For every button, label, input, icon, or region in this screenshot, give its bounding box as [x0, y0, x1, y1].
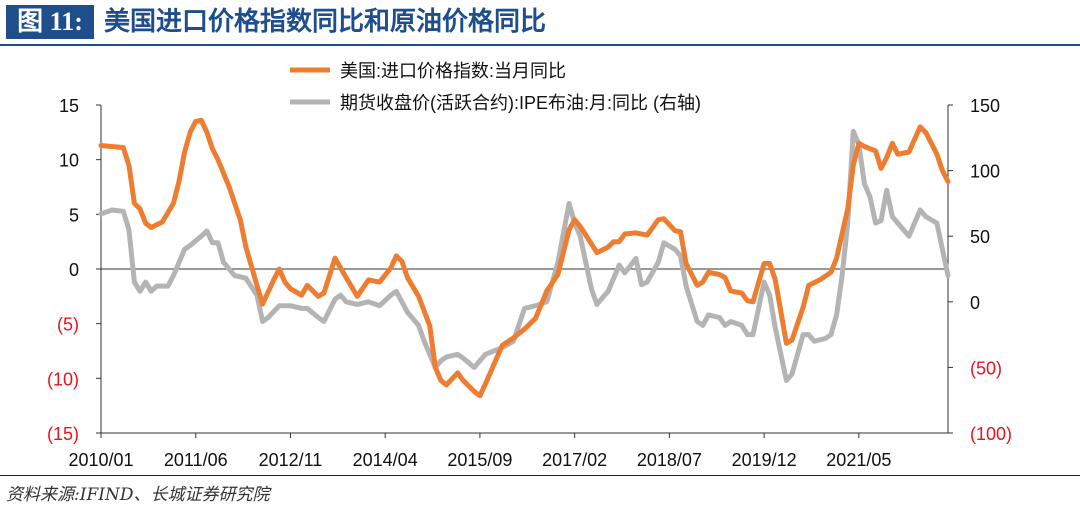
left-tick-label: (10) — [47, 369, 79, 389]
x-tick-label: 2019/12 — [732, 450, 797, 470]
figure-header: 图 11: 美国进口价格指数同比和原油价格同比 — [0, 0, 1080, 44]
x-tick-label: 2011/06 — [164, 450, 228, 470]
legend-label: 期货收盘价(活跃合约):IPE布油:月:同比 (右轴) — [340, 93, 701, 113]
left-tick-label: 15 — [59, 96, 79, 116]
left-tick-label: 5 — [69, 205, 79, 225]
axes: 151050(5)(10)(15)150100500(50)(100)2010/… — [47, 96, 1012, 470]
right-tick-label: (50) — [970, 358, 1002, 378]
title-rule — [0, 44, 1080, 46]
x-tick-label: 2014/04 — [353, 450, 418, 470]
right-tick-label: 50 — [970, 227, 990, 247]
legend-label: 美国:进口价格指数:当月同比 — [340, 61, 566, 81]
figure-tag: 图 11: — [6, 5, 94, 39]
source-note: 资料来源:IFIND、长城证券研究院 — [6, 485, 270, 505]
right-tick-label: 100 — [970, 162, 1000, 182]
x-tick-label: 2012/11 — [259, 450, 323, 470]
left-tick-label: 10 — [59, 151, 79, 171]
x-tick-label: 2021/05 — [826, 450, 891, 470]
source-rule — [0, 475, 1080, 476]
left-tick-label: (5) — [57, 315, 79, 335]
figure-title: 美国进口价格指数同比和原油价格同比 — [104, 7, 547, 37]
x-tick-label: 2010/01 — [68, 450, 133, 470]
x-tick-label: 2017/02 — [542, 450, 607, 470]
series-lines — [98, 117, 951, 399]
x-tick-label: 2015/09 — [447, 450, 512, 470]
right-tick-label: 0 — [970, 293, 980, 313]
right-tick-label: (100) — [970, 424, 1012, 444]
right-tick-label: 150 — [970, 96, 1000, 116]
import-price-yoy-line — [98, 117, 951, 399]
brent-oil-yoy-line — [98, 128, 951, 383]
left-tick-label: (15) — [47, 424, 79, 444]
x-tick-label: 2018/07 — [637, 450, 702, 470]
left-tick-label: 0 — [69, 260, 79, 280]
